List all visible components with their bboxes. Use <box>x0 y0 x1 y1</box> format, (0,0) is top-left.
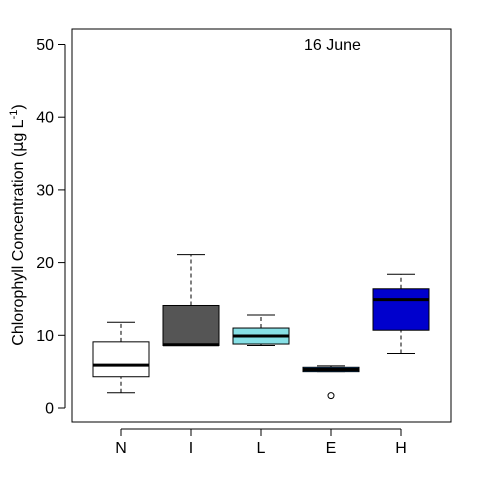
outlier-point <box>328 393 334 399</box>
y-tick-label: 40 <box>36 110 54 127</box>
box-i <box>163 255 219 346</box>
y-tick-label: 50 <box>36 37 54 54</box>
y-axis-title-exp: -1 <box>8 110 20 120</box>
x-tick-label: H <box>395 440 407 457</box>
annotation-date: 16 June <box>304 37 361 54</box>
box-iqr <box>93 342 149 377</box>
box-iqr <box>163 305 219 345</box>
y-axis-title-mu: μ <box>8 142 27 152</box>
y-axis-title-main: Chlorophyll Concentration ( <box>10 151 27 346</box>
box-n <box>93 322 149 393</box>
box-e <box>303 366 359 399</box>
y-tick-label: 10 <box>36 328 54 345</box>
x-tick-label: E <box>326 440 337 457</box>
y-axis-title-unit: g L <box>10 119 27 141</box>
x-tick-label: I <box>189 440 193 457</box>
y-tick-label: 0 <box>45 401 54 418</box>
box-iqr <box>373 289 429 330</box>
y-axis: 0 10 20 30 40 50 <box>36 37 65 418</box>
y-axis-title-close: ) <box>10 104 27 109</box>
x-tick-label: N <box>115 440 127 457</box>
box-l <box>233 315 289 346</box>
box-h <box>373 274 429 353</box>
y-tick-label: 30 <box>36 182 54 199</box>
y-axis-title: Chlorophyll Concentration (μg L-1) <box>8 104 27 345</box>
y-tick-label: 20 <box>36 255 54 272</box>
box-series <box>93 255 429 399</box>
x-tick-label: L <box>257 440 266 457</box>
